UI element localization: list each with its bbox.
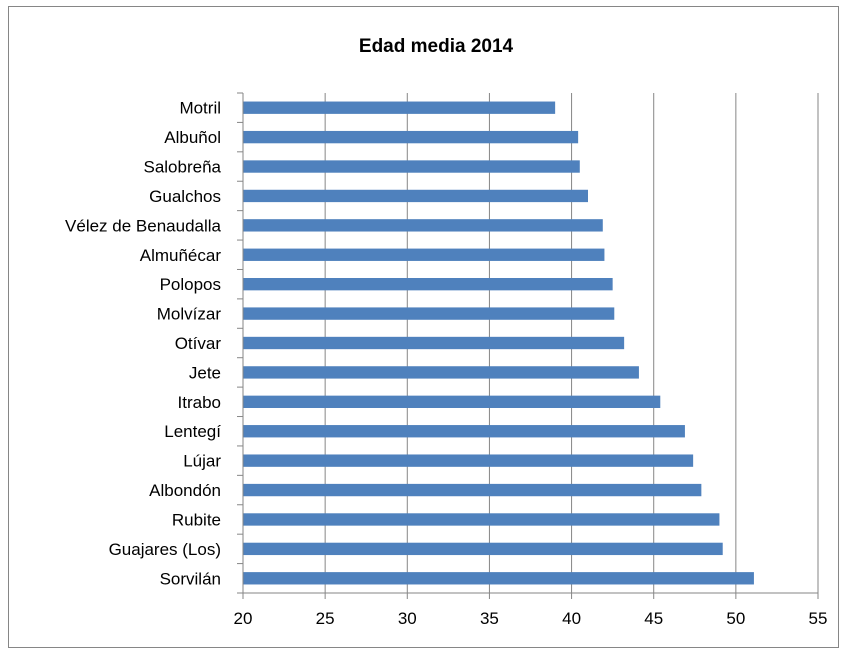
x-tick-label: 30 <box>398 609 417 628</box>
category-label: Motril <box>179 99 221 118</box>
x-tick-label: 25 <box>316 609 335 628</box>
category-label: Lújar <box>183 452 221 471</box>
category-label: Salobreña <box>143 158 221 177</box>
bar <box>243 160 580 173</box>
category-label: Gualchos <box>149 187 221 206</box>
category-label: Vélez de Benaudalla <box>65 216 222 235</box>
bar <box>243 542 723 556</box>
axes <box>237 92 819 599</box>
bar <box>243 483 702 497</box>
x-tick-label: 35 <box>480 609 499 628</box>
gridlines <box>324 93 819 593</box>
bar <box>243 307 615 320</box>
bar <box>243 395 661 408</box>
x-tick-label: 40 <box>562 609 581 628</box>
category-label: Itrabo <box>178 393 221 412</box>
category-label: Rubite <box>172 510 221 529</box>
category-label: Lentegí <box>164 422 221 441</box>
category-label: Jete <box>189 363 221 382</box>
bar <box>243 454 694 467</box>
bar <box>243 130 579 144</box>
x-tick-label: 20 <box>234 609 253 628</box>
category-label: Otívar <box>175 334 222 353</box>
bar <box>243 278 613 291</box>
bars <box>243 101 754 585</box>
category-label: Molvízar <box>157 305 222 324</box>
bar <box>243 513 720 526</box>
bar <box>243 248 605 261</box>
x-tick-labels: 20 25 30 35 40 45 50 55 <box>234 609 828 628</box>
bar <box>243 101 556 114</box>
category-label: Polopos <box>160 275 221 294</box>
category-label: Guajares (Los) <box>109 540 221 559</box>
bar <box>243 189 588 203</box>
bar <box>243 572 754 585</box>
chart-title: Edad media 2014 <box>359 36 514 57</box>
category-label: Sorvilán <box>160 569 221 588</box>
bar <box>243 219 603 232</box>
x-tick-label: 50 <box>726 609 745 628</box>
x-tick-label: 55 <box>809 609 828 628</box>
bar <box>243 366 639 379</box>
category-labels: Motril Albuñol Salobreña Gualchos Vélez de B… <box>65 99 222 589</box>
category-label: Almuñécar <box>140 246 222 265</box>
bar <box>243 336 625 350</box>
x-tick-label: 45 <box>644 609 663 628</box>
category-label: Albuñol <box>164 128 221 147</box>
category-label: Albondón <box>149 481 221 500</box>
bar <box>243 425 685 438</box>
